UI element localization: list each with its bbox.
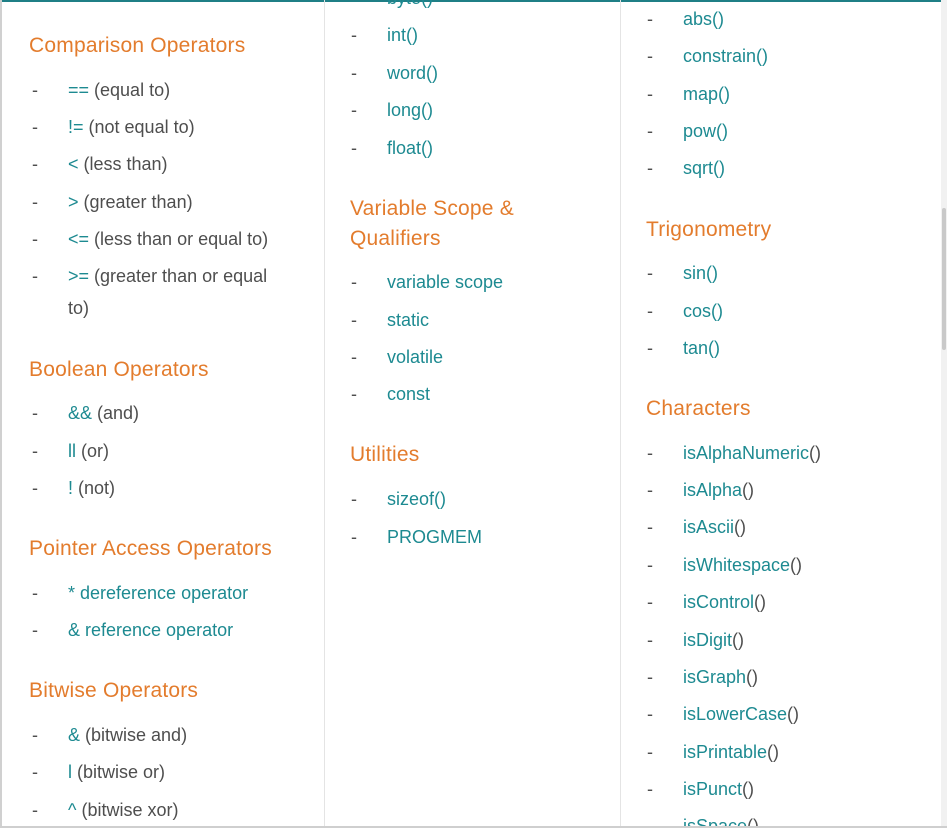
section-heading-scope: Variable Scope &	[350, 197, 514, 220]
link-const[interactable]: const	[387, 384, 431, 404]
link-long[interactable]: long()	[387, 100, 434, 120]
section-heading-boolean: Boolean Operators	[29, 358, 209, 381]
column-divider	[620, 0, 621, 828]
scrollbar-thumb[interactable]	[942, 208, 946, 350]
link-sin[interactable]: sin()	[683, 263, 718, 283]
link-not[interactable]: !	[68, 478, 74, 498]
column-divider	[324, 0, 325, 828]
section-heading-utilities: Utilities	[350, 443, 420, 466]
link-abs[interactable]: abs()	[683, 9, 725, 29]
section-heading-characters: Characters	[646, 397, 751, 420]
link-bitwise-or[interactable]: l	[68, 762, 72, 782]
link-less-equal[interactable]: <=	[68, 229, 90, 249]
link-isprintable[interactable]: isPrintable	[683, 742, 768, 762]
link-islowercase[interactable]: isLowerCase	[683, 704, 788, 724]
link-ispunct[interactable]: isPunct	[683, 779, 743, 799]
link-and[interactable]: &&	[68, 403, 93, 423]
section-heading-bitwise: Bitwise Operators	[29, 679, 199, 702]
link-reference[interactable]: & reference operator	[68, 620, 234, 640]
link-or[interactable]: ll	[68, 441, 76, 461]
section-heading-comparison: Comparison Operators	[29, 34, 246, 57]
link-tan[interactable]: tan()	[683, 338, 721, 358]
link-isalpha[interactable]: isAlpha	[683, 480, 743, 500]
column-conversion-scope: - byte() - int() - word() - long() - flo…	[325, 0, 619, 828]
link-word[interactable]: word()	[387, 63, 439, 83]
vertical-scrollbar[interactable]	[941, 0, 947, 828]
link-isdigit[interactable]: isDigit	[683, 630, 733, 650]
column-operators: Comparison Operators - == (equal to) - !…	[2, 0, 324, 828]
link-isgraph[interactable]: isGraph	[683, 667, 747, 687]
link-volatile[interactable]: volatile	[387, 347, 444, 367]
link-sqrt[interactable]: sqrt()	[683, 158, 725, 178]
link-pow[interactable]: pow()	[683, 121, 729, 141]
left-border	[0, 0, 2, 828]
section-heading-scope-line2: Qualifiers	[350, 227, 441, 250]
link-dereference[interactable]: * dereference operator	[68, 583, 249, 603]
link-int[interactable]: int()	[387, 25, 418, 45]
bottom-border	[0, 826, 947, 828]
link-bitwise-and[interactable]: &	[68, 725, 81, 745]
link-sizeof[interactable]: sizeof()	[387, 489, 447, 509]
link-isascii[interactable]: isAscii	[683, 517, 735, 537]
link-not-equal[interactable]: !=	[68, 117, 84, 137]
column-math-characters: - abs() - constrain() - map() - pow() - …	[621, 0, 941, 828]
link-bitwise-xor[interactable]: ^	[68, 800, 77, 820]
link-static[interactable]: static	[387, 310, 430, 330]
link-constrain[interactable]: constrain()	[683, 46, 769, 66]
link-isalphanumeric[interactable]: isAlphaNumeric	[683, 443, 810, 463]
link-greater-equal[interactable]: >=	[68, 266, 90, 286]
link-less-than[interactable]: <	[68, 154, 79, 174]
top-accent-line	[0, 0, 947, 2]
link-variable-scope[interactable]: variable scope	[387, 272, 504, 292]
section-heading-trigonometry: Trigonometry	[646, 218, 772, 241]
link-progmem[interactable]: PROGMEM	[387, 527, 483, 547]
link-greater-than[interactable]: >	[68, 192, 79, 212]
link-map[interactable]: map()	[683, 84, 731, 104]
link-cos[interactable]: cos()	[683, 301, 723, 321]
link-byte[interactable]: byte()	[387, 0, 433, 8]
link-isspace[interactable]: isSpace	[683, 816, 748, 828]
link-iswhitespace[interactable]: isWhitespace	[683, 555, 791, 575]
link-equal[interactable]: ==	[68, 80, 90, 100]
section-heading-pointer: Pointer Access Operators	[29, 537, 272, 560]
link-iscontrol[interactable]: isControl	[683, 592, 755, 612]
link-float[interactable]: float()	[387, 138, 434, 158]
